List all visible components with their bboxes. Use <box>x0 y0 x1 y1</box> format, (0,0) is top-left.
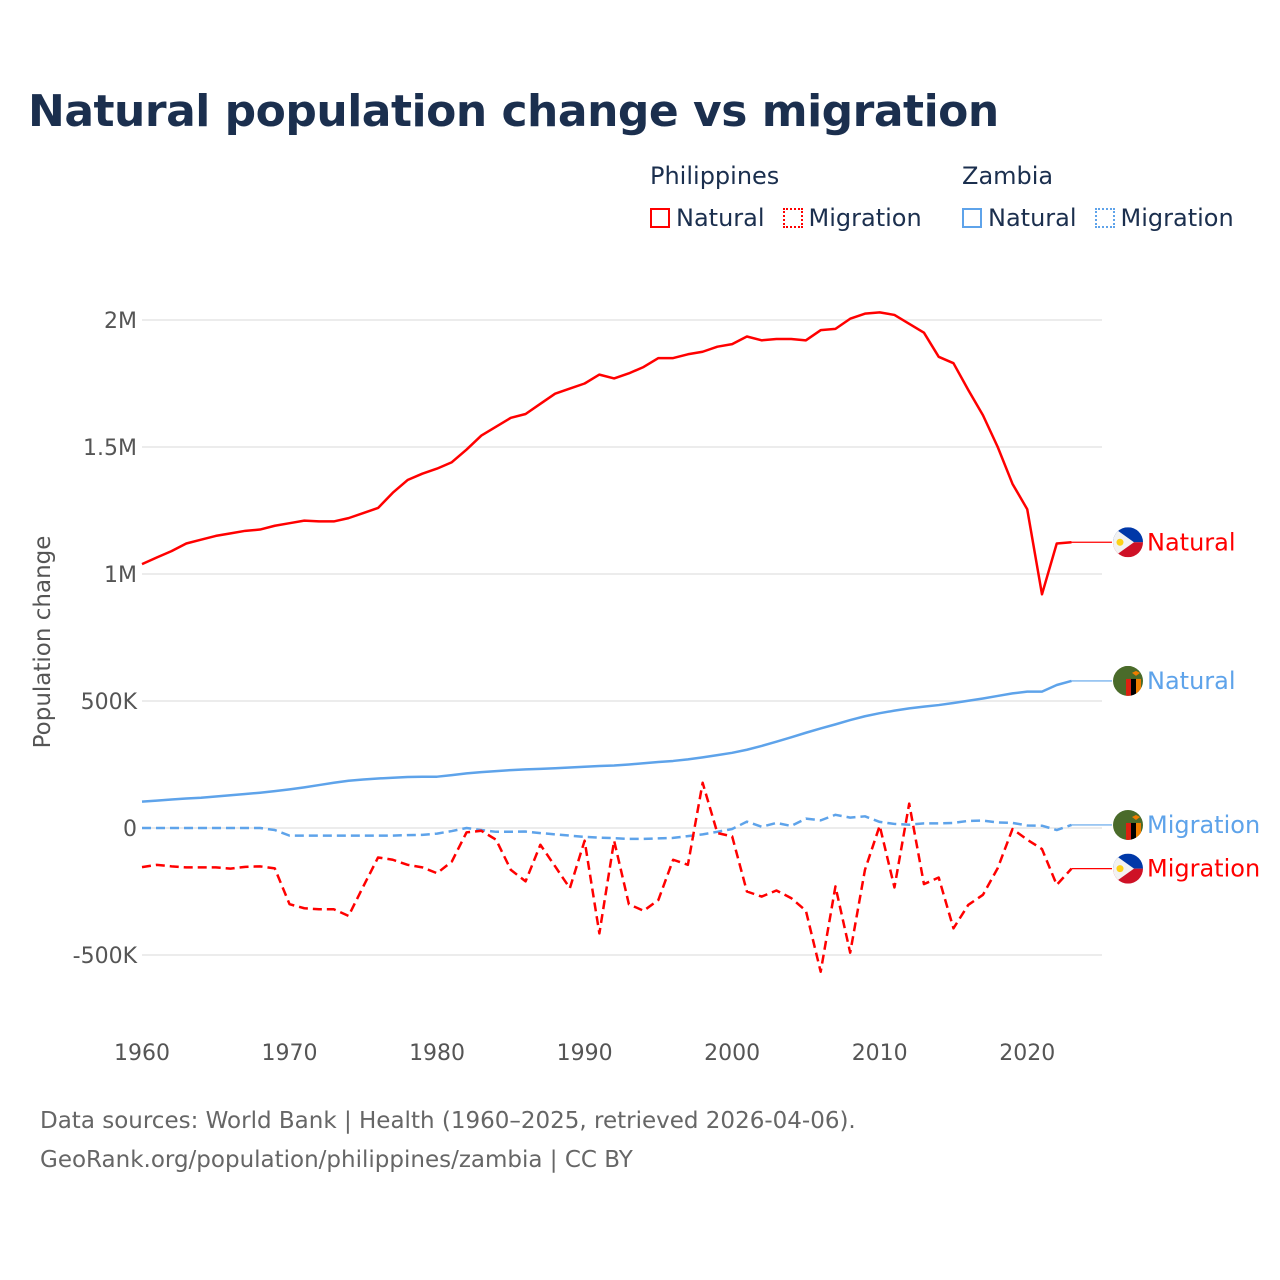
series-line-zambia-migration <box>142 813 1072 841</box>
legend-label: Migration <box>808 204 922 232</box>
series-end-label: Natural <box>1147 528 1236 556</box>
y-tick-label: 1.5M <box>83 436 137 461</box>
y-tick-label: 500K <box>81 690 138 715</box>
solid-swatch-icon <box>650 208 670 228</box>
legend-item-philippines-migration[interactable]: Migration <box>782 204 922 232</box>
philippines-flag-icon <box>1113 853 1143 884</box>
legend-group-zambia: Zambia Natural Migration <box>962 162 1234 232</box>
legend-item-zambia-natural[interactable]: Natural <box>962 204 1077 232</box>
legend-label: Natural <box>988 204 1077 232</box>
zambia-flag-icon <box>1113 809 1143 840</box>
zambia-flag-icon <box>1113 665 1143 696</box>
y-axis-label: Population change <box>30 536 56 749</box>
series-line-philippines-migration <box>141 781 1073 974</box>
dotted-swatch-icon <box>1094 208 1115 228</box>
x-tick-label: 1960 <box>114 1041 170 1066</box>
y-tick-label: -500K <box>73 944 138 969</box>
legend-group-philippines: Philippines Natural Migration <box>650 162 922 232</box>
solid-swatch-icon <box>962 208 982 228</box>
legend-country-philippines: Philippines <box>650 162 780 190</box>
x-tick-label: 2000 <box>704 1041 760 1066</box>
series-line-zambia-natural <box>141 679 1072 803</box>
series-line-philippines-natural <box>141 311 1072 596</box>
footer-attribution[interactable]: GeoRank.org/population/philippines/zambi… <box>40 1147 633 1173</box>
x-tick-label: 1990 <box>557 1041 613 1066</box>
x-tick-label: 2020 <box>999 1041 1055 1066</box>
legend-label: Migration <box>1120 204 1234 232</box>
legend-item-philippines-natural[interactable]: Natural <box>650 204 765 232</box>
y-tick-label: 0 <box>123 817 137 842</box>
x-tick-label: 1970 <box>262 1041 318 1066</box>
series-end-label: Migration <box>1147 811 1260 839</box>
y-tick-label: 2M <box>104 309 137 334</box>
y-tick-label: 1M <box>104 563 137 588</box>
series-end-label: Natural <box>1147 667 1236 695</box>
dotted-swatch-icon <box>782 208 803 228</box>
x-tick-label: 1980 <box>409 1041 465 1066</box>
legend-country-zambia: Zambia <box>962 162 1054 190</box>
series-end-label: Migration <box>1147 855 1260 883</box>
legend-item-zambia-migration[interactable]: Migration <box>1094 204 1234 232</box>
x-tick-label: 2010 <box>852 1041 908 1066</box>
footer-sources: Data sources: World Bank | Health (1960–… <box>40 1108 856 1134</box>
philippines-flag-icon <box>1113 527 1143 558</box>
legend-label: Natural <box>676 204 765 232</box>
chart-title: Natural population change vs migration <box>28 86 999 137</box>
